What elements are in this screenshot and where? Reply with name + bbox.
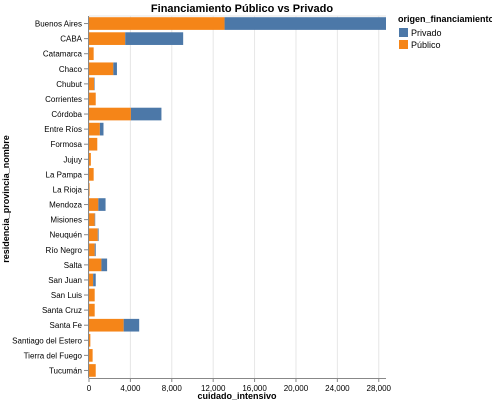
y-tick-label: La Pampa xyxy=(46,170,83,179)
x-tick-label: 8,000 xyxy=(162,384,183,393)
legend-label-privado: Privado xyxy=(411,28,442,38)
legend-swatch-privado xyxy=(399,28,408,37)
y-tick-label: San Juan xyxy=(48,276,82,285)
bar-publico xyxy=(89,258,102,272)
bar-privado xyxy=(99,122,104,136)
bar-privado xyxy=(125,32,184,45)
y-tick-label: Catamarca xyxy=(43,50,83,59)
y-tick-label: Chubut xyxy=(56,80,83,89)
bar-publico xyxy=(89,92,96,106)
bar-publico xyxy=(89,288,95,302)
x-tick-label: 4,000 xyxy=(120,384,141,393)
bar-publico xyxy=(89,168,94,181)
y-tick-label: Corrientes xyxy=(45,95,82,104)
y-tick-label: Misiones xyxy=(50,216,82,225)
bar-privado xyxy=(94,243,96,257)
bar-publico xyxy=(89,213,95,226)
x-axis-title: cuidado_intensivo xyxy=(197,391,277,401)
x-tick-label: 28,000 xyxy=(367,384,392,393)
y-tick-label: Santa Fe xyxy=(50,321,83,330)
bar-privado xyxy=(123,318,140,332)
y-axis: Buenos Aires CABA Catamarca Chaco Chubut Corr… xyxy=(12,16,89,378)
bar-publico xyxy=(89,333,91,347)
legend-label-publico: Público xyxy=(411,40,441,50)
bar-privado xyxy=(97,228,99,242)
bar-privado xyxy=(113,62,117,76)
grid-lines xyxy=(88,15,386,378)
bar-privado xyxy=(93,273,96,287)
bar-privado xyxy=(130,107,162,121)
bar-privado xyxy=(224,17,386,30)
y-tick-label: La Rioja xyxy=(53,185,83,194)
bar-privado xyxy=(101,258,108,272)
bar-publico xyxy=(89,364,96,377)
bar-publico xyxy=(89,17,225,30)
bar-publico xyxy=(89,349,93,362)
bar-publico xyxy=(89,152,91,166)
y-axis-title: residencia_provincia_nombre xyxy=(1,135,11,263)
y-tick-label: Buenos Aires xyxy=(35,20,82,29)
bar-publico xyxy=(89,107,131,121)
y-tick-label: Jujuy xyxy=(63,155,82,164)
y-tick-label: Santiago del Estero xyxy=(12,336,82,345)
bar-publico xyxy=(89,243,95,257)
x-tick-label: 20,000 xyxy=(284,384,309,393)
bar-privado xyxy=(94,213,96,226)
bar-publico xyxy=(89,303,95,317)
bar-publico xyxy=(89,77,95,91)
legend: origen_financiamiento Privado Público xyxy=(398,14,492,50)
bar-privado xyxy=(94,77,95,91)
x-tick-label: 12,000 xyxy=(201,384,226,393)
y-tick-label: Córdoba xyxy=(51,110,82,119)
bar-publico xyxy=(89,122,100,136)
x-axis: 0 4,000 8,000 12,000 16,000 20,000 24,000 28,00… xyxy=(87,378,392,393)
bar-publico xyxy=(89,62,114,76)
y-tick-label: Tierra del Fuego xyxy=(24,351,83,360)
bars xyxy=(89,17,386,377)
bar-publico xyxy=(89,198,99,211)
y-tick-label: Mendoza xyxy=(49,201,82,210)
y-tick-label: Neuquén xyxy=(50,231,82,240)
y-tick-label: San Luis xyxy=(51,291,82,300)
y-tick-label: Santa Cruz xyxy=(42,306,82,315)
y-tick-label: Formosa xyxy=(50,140,82,149)
bar-publico xyxy=(89,183,90,196)
bar-publico xyxy=(89,228,98,242)
bar-publico xyxy=(89,32,126,45)
y-tick-label: Chaco xyxy=(59,65,83,74)
y-tick-label: Entre Ríos xyxy=(44,125,82,134)
y-tick-label: Salta xyxy=(64,261,83,270)
legend-swatch-publico xyxy=(399,40,408,49)
bar-publico xyxy=(89,137,98,151)
bar-publico xyxy=(89,273,94,287)
x-tick-label: 24,000 xyxy=(325,384,350,393)
legend-title: origen_financiamiento xyxy=(398,14,492,24)
bar-privado xyxy=(98,198,106,211)
chart-title: Financiamiento Público vs Privado xyxy=(151,3,333,15)
y-tick-label: CABA xyxy=(60,35,82,44)
x-tick-label: 0 xyxy=(87,384,92,393)
bar-publico xyxy=(89,47,94,61)
y-tick-label: Río Negro xyxy=(46,246,83,255)
bar-publico xyxy=(89,318,124,332)
x-tick-label: 16,000 xyxy=(242,384,267,393)
y-tick-label: Tucumán xyxy=(49,366,82,375)
